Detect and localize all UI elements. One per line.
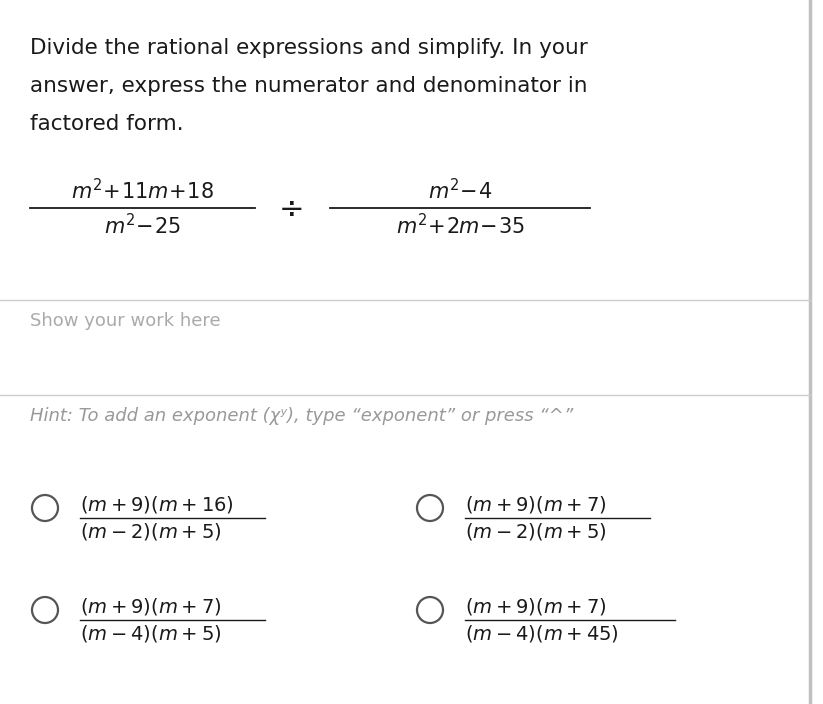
Text: $(m-4)(m+5)$: $(m-4)(m+5)$	[80, 623, 221, 644]
Text: Divide the rational expressions and simplify. In your: Divide the rational expressions and simp…	[30, 38, 588, 58]
Text: $(m-2)(m+5)$: $(m-2)(m+5)$	[80, 521, 221, 542]
Text: $m^2\!-\!4$: $m^2\!-\!4$	[428, 178, 492, 203]
Text: factored form.: factored form.	[30, 114, 184, 134]
Text: $(m-2)(m+5)$: $(m-2)(m+5)$	[465, 521, 607, 542]
Text: $(m+9)(m+16)$: $(m+9)(m+16)$	[80, 494, 234, 515]
Text: $m^2\!+\!11m\!+\!18$: $m^2\!+\!11m\!+\!18$	[71, 178, 214, 203]
Text: $(m+9)(m+7)$: $(m+9)(m+7)$	[465, 596, 607, 617]
Text: $\div$: $\div$	[278, 194, 302, 222]
Text: $m^2\!-\!25$: $m^2\!-\!25$	[105, 213, 181, 238]
Text: $(m+9)(m+7)$: $(m+9)(m+7)$	[80, 596, 221, 617]
Text: $(m+9)(m+7)$: $(m+9)(m+7)$	[465, 494, 607, 515]
Text: $(m-4)(m+45)$: $(m-4)(m+45)$	[465, 623, 619, 644]
Text: answer, express the numerator and denominator in: answer, express the numerator and denomi…	[30, 76, 588, 96]
Text: Show your work here: Show your work here	[30, 312, 221, 330]
Text: Hint: To add an exponent (χʸ), type “exponent” or press “^”: Hint: To add an exponent (χʸ), type “exp…	[30, 407, 574, 425]
Text: $m^2\!+\!2m\!-\!35$: $m^2\!+\!2m\!-\!35$	[396, 213, 524, 238]
